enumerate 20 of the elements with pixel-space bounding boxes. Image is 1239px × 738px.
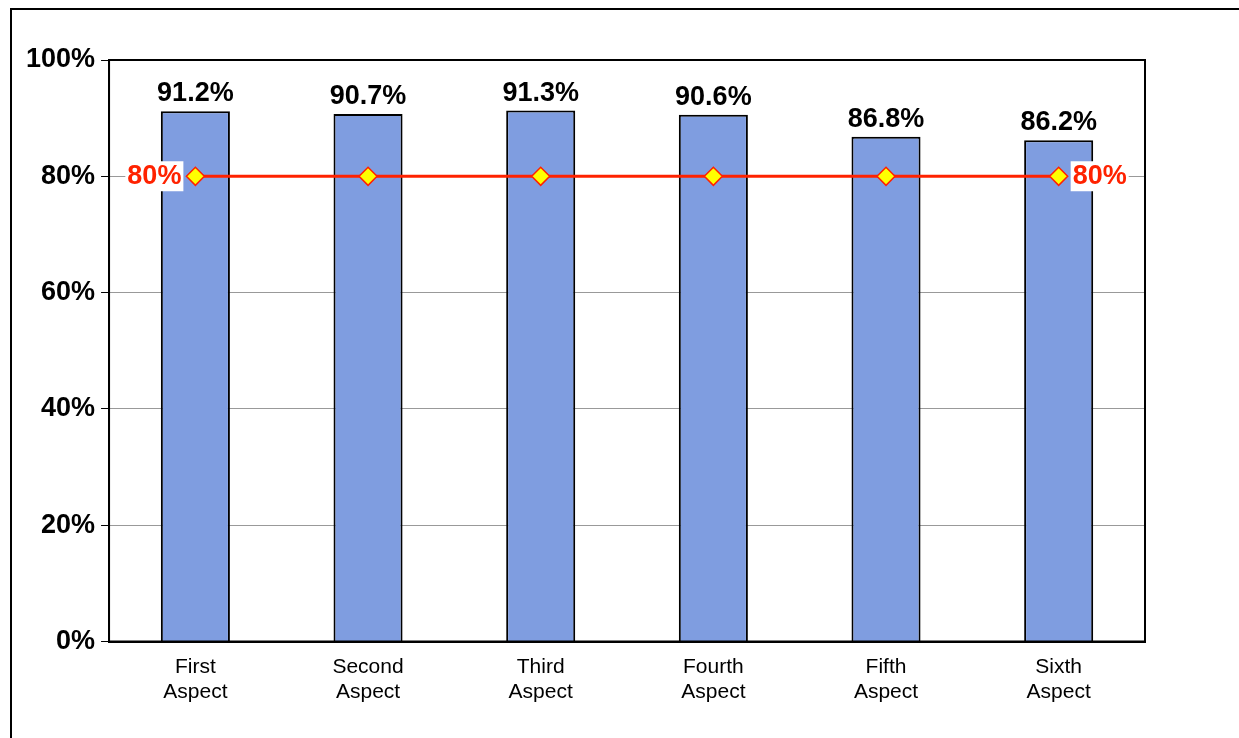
data-label: 91.3% [502,76,579,107]
data-label: 90.6% [675,80,752,111]
y-tick-label: 60% [41,276,96,307]
x-tick-label: Fifth Aspect [853,654,919,703]
data-label: 86.8% [847,102,925,133]
y-tick-label: 20% [41,508,96,539]
data-label: 86.2% [1020,106,1097,137]
x-tick-label: Sixth Aspect [1026,654,1091,703]
y-tick-label: 100% [25,43,96,74]
annotation: 80% [1072,159,1127,190]
x-tick-label: Second Aspect [332,654,404,703]
x-tick-label: Fourth Aspect [681,654,746,703]
x-tick-label: First Aspect [163,654,228,703]
y-tick-label: 40% [41,392,96,423]
y-tick-label: 80% [41,159,96,190]
data-label: 90.7% [329,80,407,111]
annotation: 80% [127,159,182,190]
y-tick-label: 0% [56,625,96,656]
data-label: 91.2% [157,77,234,108]
x-tick-label: Third Aspect [508,654,573,703]
